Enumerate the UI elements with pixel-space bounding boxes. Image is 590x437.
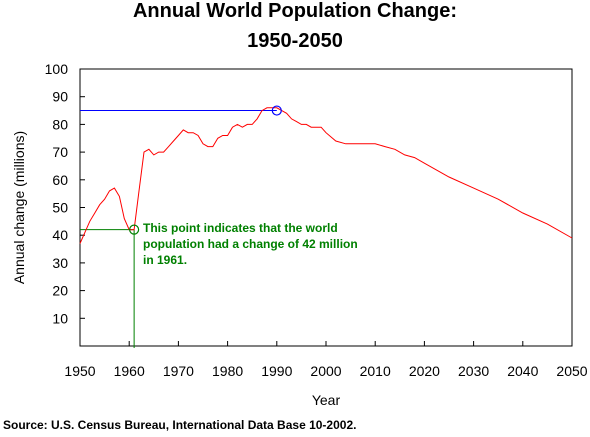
x-tick-label: 1980 — [212, 363, 243, 379]
y-tick-label: 40 — [52, 227, 68, 243]
x-tick-label: 2020 — [409, 363, 440, 379]
y-tick-label: 50 — [52, 200, 68, 216]
x-tick-label: 1970 — [163, 363, 194, 379]
annotation-line: in 1961. — [143, 253, 187, 267]
chart-title-line-1: Annual World Population Change: — [132, 0, 458, 22]
series-line — [79, 107, 573, 244]
x-tick-label: 1950 — [64, 363, 95, 379]
x-tick-label: 1960 — [114, 363, 145, 379]
x-axis: 1950 1960 1970 1980 1990 2000 2010 2020 2030 2040… — [64, 341, 588, 379]
source-note: Source: U.S. Census Bureau, Internationa… — [3, 418, 357, 432]
y-axis: 10 20 30 40 50 60 70 80 90 100 — [45, 61, 85, 326]
x-tick-label: 2030 — [458, 363, 489, 379]
x-axis-label: Year — [312, 392, 341, 408]
y-tick-label: 80 — [52, 116, 68, 132]
highlight-points — [129, 105, 282, 235]
y-axis-label: Annual change (millions) — [11, 131, 27, 284]
annotation: This point indicates that the world popul… — [143, 221, 358, 267]
chart-title-line-2: 1950-2050 — [247, 30, 343, 52]
annotation-line: population had a change of 42 million — [143, 237, 358, 251]
x-tick-label: 2040 — [507, 363, 538, 379]
highlight-point — [129, 224, 140, 235]
reference-lines — [80, 110, 277, 348]
y-tick-label: 70 — [52, 144, 68, 160]
x-tick-label: 2050 — [556, 363, 587, 379]
y-tick-label: 100 — [45, 61, 69, 77]
y-tick-label: 30 — [52, 255, 68, 271]
y-tick-label: 60 — [52, 172, 68, 188]
y-tick-label: 20 — [52, 283, 68, 299]
x-tick-label: 2000 — [310, 363, 341, 379]
highlight-point — [271, 105, 282, 116]
x-tick-label: 2010 — [360, 363, 391, 379]
x-tick-label: 1990 — [261, 363, 292, 379]
y-tick-label: 90 — [52, 89, 68, 105]
y-tick-label: 10 — [52, 310, 68, 326]
annotation-line: This point indicates that the world — [143, 221, 338, 235]
